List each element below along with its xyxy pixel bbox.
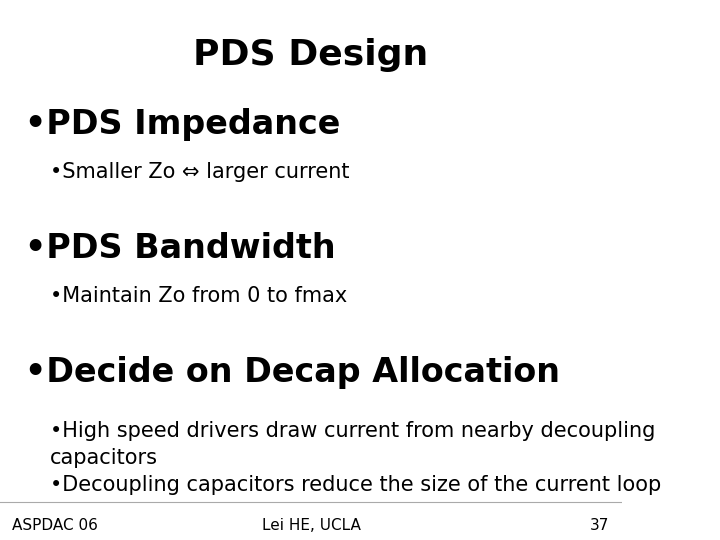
Text: •Maintain Zo from 0 to fmax: •Maintain Zo from 0 to fmax (50, 286, 347, 306)
Text: •PDS Impedance: •PDS Impedance (25, 108, 341, 141)
Text: ASPDAC 06: ASPDAC 06 (12, 518, 99, 534)
Text: 37: 37 (590, 518, 610, 534)
Text: •Decide on Decap Allocation: •Decide on Decap Allocation (25, 356, 560, 389)
Text: •PDS Bandwidth: •PDS Bandwidth (25, 232, 336, 265)
Text: PDS Design: PDS Design (194, 38, 428, 72)
Text: •High speed drivers draw current from nearby decoupling
capacitors: •High speed drivers draw current from ne… (50, 421, 655, 468)
Text: Lei HE, UCLA: Lei HE, UCLA (261, 518, 361, 534)
Text: •Decoupling capacitors reduce the size of the current loop: •Decoupling capacitors reduce the size o… (50, 475, 661, 495)
Text: •Smaller Zo ⇔ larger current: •Smaller Zo ⇔ larger current (50, 162, 349, 182)
